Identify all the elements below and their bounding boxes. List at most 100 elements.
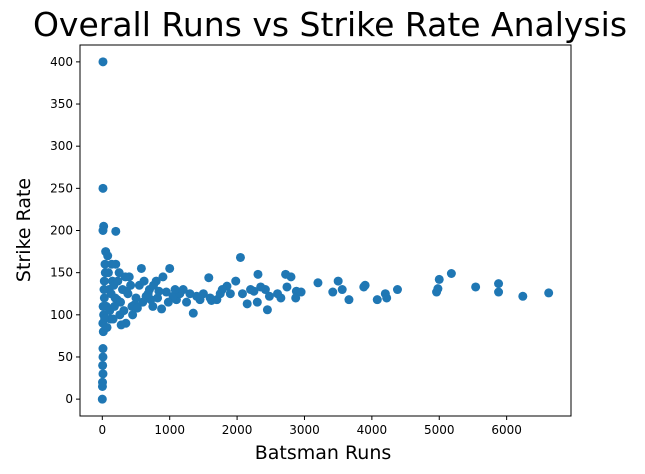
y-tick-label: 300: [50, 139, 73, 153]
point: [128, 310, 138, 320]
point: [116, 320, 126, 330]
point: [544, 288, 554, 298]
point: [111, 226, 121, 236]
point: [252, 297, 262, 307]
point: [333, 276, 343, 286]
point: [157, 304, 167, 314]
point: [132, 303, 142, 313]
x-tick-label: 0: [98, 423, 106, 437]
point: [143, 289, 153, 299]
chart-title: Overall Runs vs Strike Rate Analysis: [33, 5, 627, 44]
point: [97, 381, 107, 391]
point: [282, 282, 292, 292]
point: [100, 314, 110, 324]
y-tick-label: 200: [50, 224, 73, 238]
point: [108, 314, 118, 324]
point: [372, 295, 382, 305]
point: [432, 287, 442, 297]
x-tick-label: 3000: [289, 423, 320, 437]
y-tick-label: 0: [65, 392, 73, 406]
point: [273, 289, 283, 299]
point: [122, 286, 132, 296]
y-tick-label: 400: [50, 55, 73, 69]
point: [328, 287, 338, 297]
point: [102, 322, 112, 332]
point: [256, 282, 266, 292]
point: [116, 297, 126, 307]
point: [154, 286, 164, 296]
point: [131, 293, 141, 303]
point: [494, 279, 504, 289]
y-axis-label: Strike Rate: [13, 178, 35, 282]
x-axis-label: Batsman Runs: [255, 442, 392, 464]
y-tick-label: 150: [50, 266, 73, 280]
point: [165, 263, 175, 273]
point: [98, 301, 108, 311]
point: [100, 268, 110, 278]
point: [97, 394, 107, 404]
point: [446, 269, 456, 279]
point: [281, 269, 291, 279]
point: [253, 269, 263, 279]
point: [139, 276, 149, 286]
point: [235, 252, 245, 262]
point: [249, 286, 259, 296]
point: [313, 278, 323, 288]
x-tick-label: 5000: [424, 423, 455, 437]
point: [161, 287, 171, 297]
point: [153, 293, 163, 303]
y-tick-label: 250: [50, 181, 73, 195]
point: [434, 274, 444, 284]
point: [237, 289, 247, 299]
point: [182, 297, 192, 307]
point: [215, 289, 225, 299]
point: [98, 369, 108, 379]
point: [98, 352, 108, 362]
point: [204, 273, 214, 283]
x-tick-label: 6000: [491, 423, 522, 437]
point: [98, 360, 108, 370]
point: [185, 289, 195, 299]
plot-frame: [79, 44, 572, 417]
point: [99, 293, 109, 303]
point: [296, 287, 306, 297]
point: [105, 306, 115, 316]
point: [392, 285, 402, 295]
point: [188, 308, 198, 318]
point: [149, 280, 159, 290]
point: [494, 287, 504, 297]
point: [262, 305, 272, 315]
point: [107, 259, 117, 269]
point: [100, 259, 110, 269]
point: [163, 297, 173, 307]
point: [359, 282, 369, 292]
point: [158, 272, 168, 282]
point: [205, 293, 215, 303]
point: [98, 57, 108, 67]
point: [471, 282, 481, 292]
x-tick-label: 4000: [357, 423, 388, 437]
point: [382, 293, 392, 303]
point: [136, 263, 146, 273]
point: [518, 291, 528, 301]
y-tick-label: 100: [50, 308, 73, 322]
point: [119, 306, 129, 316]
point: [337, 285, 347, 295]
point: [98, 183, 108, 193]
point: [242, 299, 252, 309]
point: [291, 293, 301, 303]
point: [99, 285, 109, 295]
x-tick-label: 1000: [154, 423, 185, 437]
point: [120, 272, 130, 282]
point: [148, 301, 158, 311]
point: [98, 344, 108, 354]
y-tick-label: 50: [58, 350, 73, 364]
point: [113, 276, 123, 286]
point: [231, 276, 241, 286]
point: [170, 285, 180, 295]
x-tick-label: 2000: [222, 423, 253, 437]
point: [344, 295, 354, 305]
point: [98, 226, 108, 235]
y-tick-label: 350: [50, 97, 73, 111]
